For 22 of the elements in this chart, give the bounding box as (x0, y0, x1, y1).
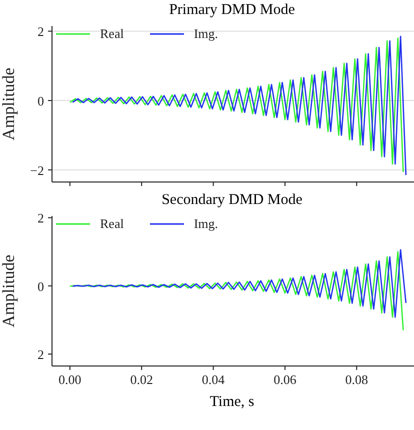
line-series (69, 251, 404, 331)
legend-label: Img. (194, 216, 218, 232)
y-tick-label: 2 (38, 347, 44, 362)
line-series (72, 249, 407, 318)
y-tick-label: −2 (30, 162, 44, 178)
x-tick-label: 0.06 (274, 372, 297, 387)
y-axis-title: Amplitude (0, 254, 18, 328)
x-axis-title: Time, s (208, 393, 256, 412)
y-tick-label: 2 (38, 210, 44, 226)
chart-title: Secondary DMD Mode (160, 191, 304, 210)
legend-label: Real (100, 216, 124, 232)
x-tick-label: 0.08 (345, 372, 368, 387)
y-axis-title: Amplitude (0, 68, 18, 140)
y-tick-label: 0 (38, 94, 44, 109)
legend-label: Real (100, 26, 124, 42)
x-tick-label: 0.02 (130, 372, 153, 387)
x-tick-label: 0.04 (202, 372, 226, 387)
y-tick-label: 0 (38, 278, 44, 294)
chart-title: Primary DMD Mode (168, 1, 296, 20)
x-tick-label: 0.00 (58, 372, 82, 387)
legend-label: Img. (194, 26, 218, 42)
y-tick-label: 2 (38, 24, 44, 40)
